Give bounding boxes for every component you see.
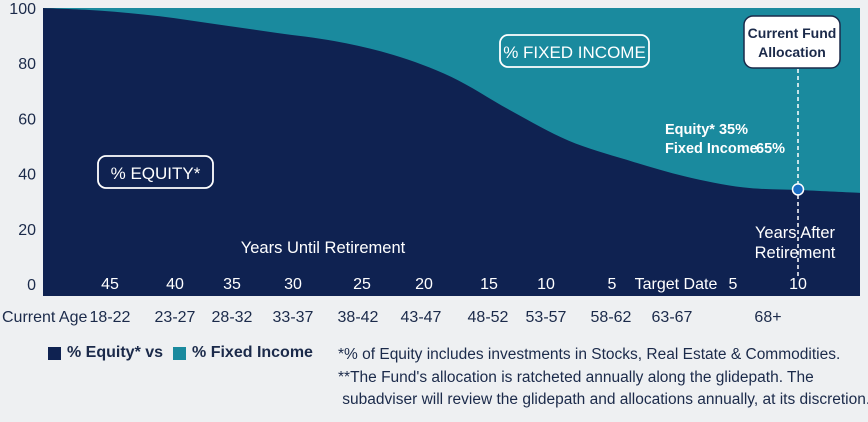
x-tick-label-years: 15 [480, 276, 498, 293]
equity-box [97, 155, 214, 189]
y-tick-label: 20 [18, 222, 36, 239]
x-tick-label-age: 18-22 [90, 309, 131, 326]
x-tick-label-years: Target Date [635, 276, 718, 293]
x-axis-title-before: Years Until Retirement [241, 239, 406, 257]
current-allocation-label-line2: Allocation [758, 44, 826, 60]
y-tick-label: 40 [18, 167, 36, 184]
legend-label-fixed-income: % Fixed Income [192, 344, 313, 361]
fixed-income-box [499, 34, 650, 68]
y-tick-label: 0 [27, 277, 36, 294]
x-tick-label-years: 5 [729, 276, 738, 293]
current-fixed-value: 65% [756, 141, 785, 157]
x-tick-label-age: 48-52 [468, 309, 509, 326]
x-tick-label-age: 38-42 [338, 309, 379, 326]
x-tick-label-years: 5 [608, 276, 617, 293]
x-axis-title-after-line2: Retirement [755, 244, 836, 262]
x-tick-label-years: 40 [166, 276, 184, 293]
current-allocation-label-line1: Current Fund [748, 25, 837, 41]
footnotes: *% of Equity includes investments in Sto… [338, 344, 868, 412]
x-tick-label-age: 58-62 [591, 309, 632, 326]
equity-box-label: % EQUITY* [111, 164, 201, 183]
x-tick-label-age: 43-47 [401, 309, 442, 326]
x-axis-title-after-line1: Years After [755, 224, 836, 242]
equity-area [43, 8, 860, 284]
fixed-income-box-label: % FIXED INCOME [503, 43, 646, 62]
y-tick-label: 100 [9, 1, 36, 18]
x-tick-label-age: 28-32 [212, 309, 253, 326]
current-allocation-marker [791, 183, 805, 196]
y-tick-label: 60 [18, 111, 36, 128]
x-tick-label-years: 20 [415, 276, 433, 293]
x-tick-label-age: 63-67 [652, 309, 693, 326]
x-tick-label-years: 45 [101, 276, 119, 293]
y-tick-label: 80 [18, 56, 36, 73]
footnote-line-2: **The Fund's allocation is ratcheted ann… [338, 368, 814, 386]
current-allocation-callout: Current Fund Allocation Equity* 35% Fixe… [665, 15, 841, 157]
legend-swatch-fixed-income [173, 346, 187, 360]
footnote-line-3: subadviser will review the glidepath and… [338, 391, 868, 408]
x-tick-label-years: 10 [789, 276, 807, 293]
legend: % Equity* vs % Fixed Income [48, 344, 313, 362]
fixed-income-callout: % FIXED INCOME [499, 34, 650, 68]
x-axis-title-age: Current Age [2, 309, 87, 326]
current-fixed-label: Fixed Income [665, 141, 758, 157]
x-label-band [43, 284, 860, 296]
x-tick-label-age: 33-37 [273, 309, 314, 326]
x-tick-label-years: 25 [353, 276, 371, 293]
glidepath-chart: 0 20 40 60 80 100 45 40 35 30 25 20 15 10 5 Target Date… [2, 1, 860, 326]
current-allocation-box [743, 15, 841, 69]
x-tick-label-age: 53-57 [526, 309, 567, 326]
x-tick-label-age: 68+ [754, 309, 781, 326]
x-tick-label-age: 23-27 [155, 309, 196, 326]
x-tick-label-years: 35 [223, 276, 241, 293]
legend-label-equity: % Equity* vs [67, 344, 164, 361]
x-tick-label-years: 30 [284, 276, 302, 293]
footnote-line-1: *% of Equity includes investments in Sto… [338, 346, 841, 363]
legend-swatch-equity [48, 346, 61, 360]
current-equity-label: Equity* 35% [665, 122, 748, 138]
x-tick-label-years: 10 [537, 276, 555, 293]
equity-callout: % EQUITY* [97, 155, 214, 189]
